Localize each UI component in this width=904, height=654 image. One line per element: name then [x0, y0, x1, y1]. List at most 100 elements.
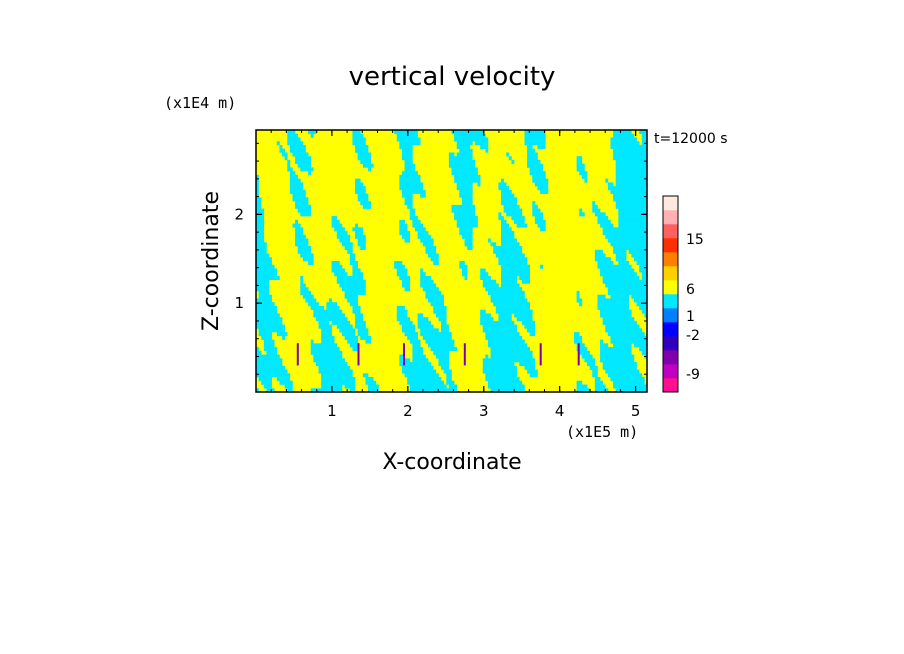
field-cell: [256, 317, 283, 322]
field-cell: [315, 362, 348, 367]
field-cell: [339, 283, 366, 288]
field-cell: [407, 380, 444, 385]
field-cell: [355, 324, 366, 329]
field-cell: [435, 354, 450, 359]
field-cell: [514, 313, 533, 318]
field-cell: [501, 238, 517, 243]
field-cell: [297, 163, 312, 168]
field-cell: [349, 343, 358, 348]
y-tick-label: 2: [234, 205, 244, 223]
field-cell: [292, 223, 301, 228]
field-cell: [576, 167, 585, 172]
field-cell: [399, 227, 408, 232]
field-cell: [420, 328, 439, 333]
field-cell: [256, 373, 291, 378]
field-cell: [412, 350, 424, 355]
field-cell: [292, 197, 309, 202]
field-cell: [295, 156, 312, 161]
field-cell: [610, 242, 647, 247]
field-cell: [396, 317, 411, 322]
field-cell: [399, 354, 405, 359]
field-cell: [600, 313, 632, 318]
colorbar-frame: [662, 195, 679, 393]
field-cell: [313, 354, 343, 359]
field-cell: [420, 332, 452, 337]
field-cell: [456, 182, 473, 187]
field-cell: [511, 159, 515, 164]
field-cell: [412, 347, 424, 352]
field-cell: [407, 377, 442, 382]
field-cell: [501, 201, 517, 206]
field-cell: [349, 261, 358, 266]
field-cell: [412, 343, 421, 348]
field-cell: [399, 362, 431, 367]
x-tick-label: 1: [327, 402, 337, 420]
field-cell: [399, 223, 408, 228]
field-cell: [524, 365, 536, 370]
velocity-field: [256, 130, 647, 392]
field-cell: [256, 354, 280, 359]
field-cell: [594, 377, 601, 382]
y-tick-label: 1: [234, 294, 244, 312]
field-cell: [576, 347, 588, 352]
field-cell: [399, 231, 411, 236]
field-cell: [357, 193, 369, 198]
field-cell: [607, 332, 645, 337]
field-cell: [597, 219, 611, 224]
field-cell: [639, 268, 647, 273]
field-cell: [501, 279, 517, 284]
field-cell: [495, 309, 533, 314]
field-cell: [467, 246, 473, 251]
field-cell: [305, 298, 317, 303]
field-cell: [594, 388, 609, 392]
field-cell: [313, 309, 343, 314]
field-cell: [607, 290, 647, 295]
field-cell: [485, 287, 523, 292]
field-cell: [524, 141, 546, 146]
field-cell: [576, 159, 583, 164]
field-cell: [605, 178, 609, 183]
field-cell: [501, 219, 507, 224]
field-cell: [456, 223, 478, 228]
field-cell: [532, 201, 536, 206]
field-cell: [490, 354, 533, 359]
field-cell: [321, 339, 335, 344]
field-cell: [295, 231, 304, 236]
field-cell: [534, 216, 544, 221]
field-cell: [516, 223, 528, 228]
field-cell: [532, 212, 544, 217]
field-cell: [420, 275, 431, 281]
field-cell: [355, 234, 366, 239]
field-cell: [355, 148, 369, 153]
field-cell: [485, 354, 489, 359]
field-cell: [600, 223, 614, 228]
field-cell: [368, 388, 379, 392]
field-cell: [597, 216, 609, 221]
field-cell: [576, 156, 583, 161]
field-cell: [292, 193, 306, 198]
field-cell: [524, 324, 536, 329]
field-cell: [602, 279, 647, 284]
field-cell: [602, 362, 637, 367]
field-cell: [456, 186, 473, 191]
field-cell: [529, 332, 536, 337]
field-cell: [295, 204, 312, 209]
field-cell: [574, 335, 583, 340]
field-cell: [399, 144, 413, 150]
field-cell: [289, 189, 306, 194]
field-cell: [613, 130, 632, 135]
field-cell: [433, 261, 439, 266]
field-cell: [482, 365, 517, 370]
field-cell: [456, 141, 473, 146]
field-cell: [514, 219, 525, 224]
field-cell: [597, 294, 606, 299]
field-cell: [487, 339, 525, 344]
field-cell: [289, 186, 304, 191]
field-cell: [399, 174, 421, 179]
field-cell: [258, 332, 272, 337]
field-cell: [451, 130, 484, 135]
field-cell: [331, 219, 340, 224]
field-cell: [401, 328, 416, 333]
field-cell: [334, 227, 345, 232]
time-label: t=12000 s: [654, 131, 728, 147]
